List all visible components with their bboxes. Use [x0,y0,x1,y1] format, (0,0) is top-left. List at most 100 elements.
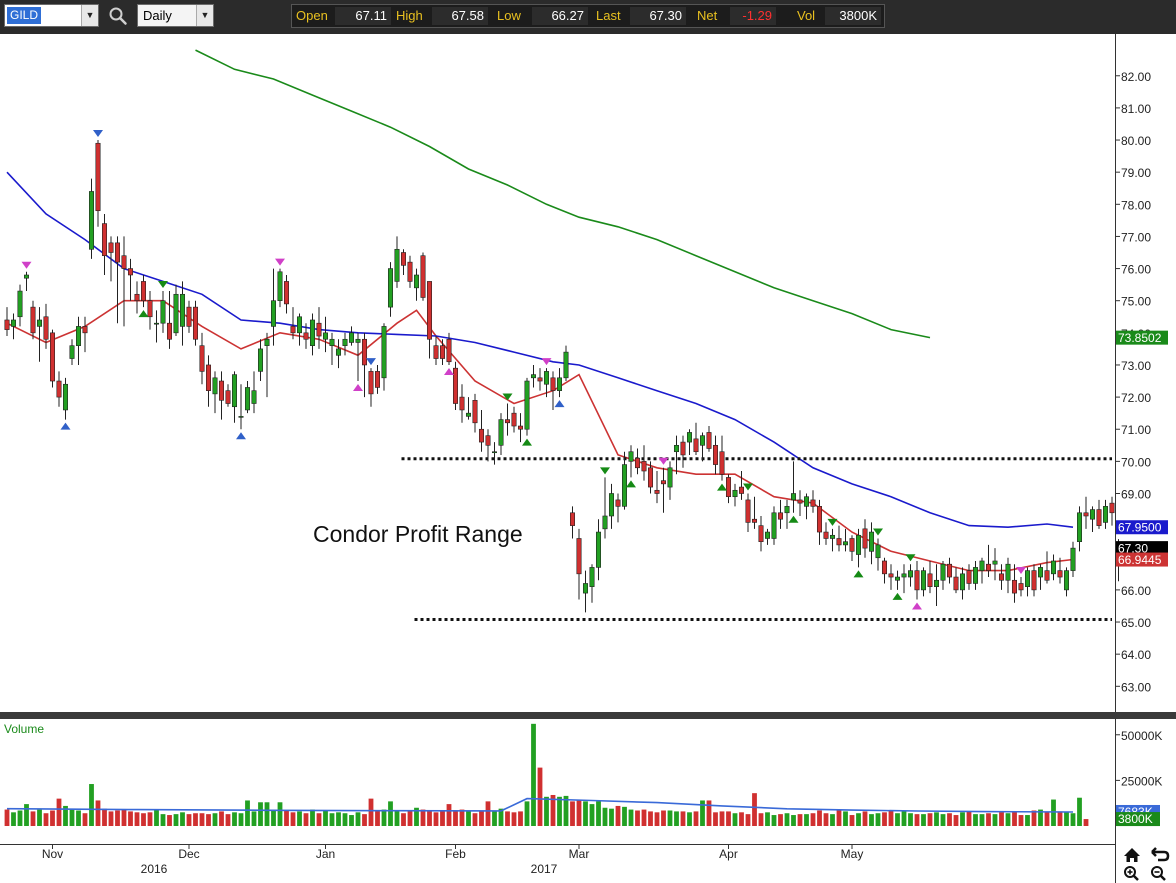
interval-select[interactable]: Daily ▼ [137,4,214,27]
candle [459,384,465,423]
candle-body [303,332,309,340]
candle-body [1018,583,1024,591]
chevron-down-icon[interactable]: ▼ [81,5,98,26]
candle [641,445,647,481]
candle-body [771,512,777,539]
volume-bar [89,784,94,826]
volume-bar [394,810,400,826]
volume-bar [505,811,510,826]
peak-marker [1016,567,1026,575]
candle-body [426,281,432,340]
candle [322,316,328,353]
candle-body [446,338,452,363]
chevron-down-icon[interactable]: ▼ [196,5,213,26]
volume-bar [921,814,926,826]
candle [881,557,887,584]
volume-bar [245,800,250,826]
volume-bar [524,801,530,826]
volume-bar [414,807,419,826]
peak-marker [158,281,168,289]
volume-bar [121,809,127,826]
candle-body [238,416,244,418]
volume-bar [492,811,497,826]
candle-body [128,268,134,276]
price-chart[interactable]: 82.00 81.00 80.00 79.00 78.00 77.00 76.00 75.00… [0,34,1176,883]
candle [420,252,426,301]
condor-range-lines [401,457,1112,621]
candle [550,371,556,410]
candle [569,506,575,539]
candle [381,323,387,391]
candle-body [654,489,660,494]
symbol-input[interactable]: GILD ▼ [4,4,99,27]
candle-body [465,412,471,417]
candle [89,178,95,259]
panel-divider [0,712,1176,719]
candle [764,528,770,545]
search-icon[interactable] [108,6,128,26]
volume-bar [238,813,244,826]
volume-bar [654,812,660,826]
zoom-out-icon[interactable] [1151,866,1166,881]
candle [342,332,348,356]
candle-body [62,383,68,411]
candle [842,528,848,552]
candle [1083,496,1089,529]
volume-bar [368,798,374,826]
candle [751,496,757,529]
volume-bar [739,812,744,826]
sma200-price-tag [1116,330,1168,345]
candle-body [309,319,315,346]
undo-icon[interactable] [1151,847,1170,862]
candle-body [816,506,822,533]
candle [277,268,283,308]
candle-body [745,499,751,523]
candle [335,339,341,369]
volume-bar [836,810,842,826]
candle [180,281,186,346]
candle-body [225,390,231,404]
volume-bar [336,812,341,826]
candle-body [154,322,160,325]
home-icon[interactable] [1124,848,1140,862]
candle-body [595,531,601,568]
volume-tick-label: 50000K [1121,729,1162,743]
candle [348,326,354,346]
month-label: Dec [178,847,199,861]
candle [979,557,985,584]
candle [1051,554,1057,581]
candle-body [147,300,153,318]
price-tick-label: 73.00 [1121,359,1151,373]
candle [706,426,712,452]
candle [556,368,562,398]
volume-bar [498,808,504,826]
zoom-in-icon[interactable] [1124,866,1139,881]
candle-body [23,274,29,279]
candle-body [621,464,627,507]
sma20-price-label: 66.9445 [1118,553,1162,567]
candle [966,564,972,590]
candle-body [433,345,439,359]
candle [680,435,686,468]
volume-bar [180,812,185,826]
volume-bar [206,814,211,826]
volume-bar [297,811,302,826]
candle [862,519,868,558]
candle-body [485,435,491,446]
candle [43,303,49,349]
candle-body [1070,547,1076,571]
candle [901,564,907,594]
volume-bar [342,813,348,826]
volume-bar [219,811,224,826]
price-tick-label: 77.00 [1121,230,1151,244]
volume-bar [232,812,237,826]
volume-bar [1083,819,1089,826]
candle-body [907,570,913,578]
candle-body [920,570,926,591]
volume-bar [628,809,634,826]
high-value: 67.58 [432,7,488,25]
volume-bar [914,814,920,826]
volume-bar [635,810,640,826]
year-label: 2016 [141,862,168,876]
